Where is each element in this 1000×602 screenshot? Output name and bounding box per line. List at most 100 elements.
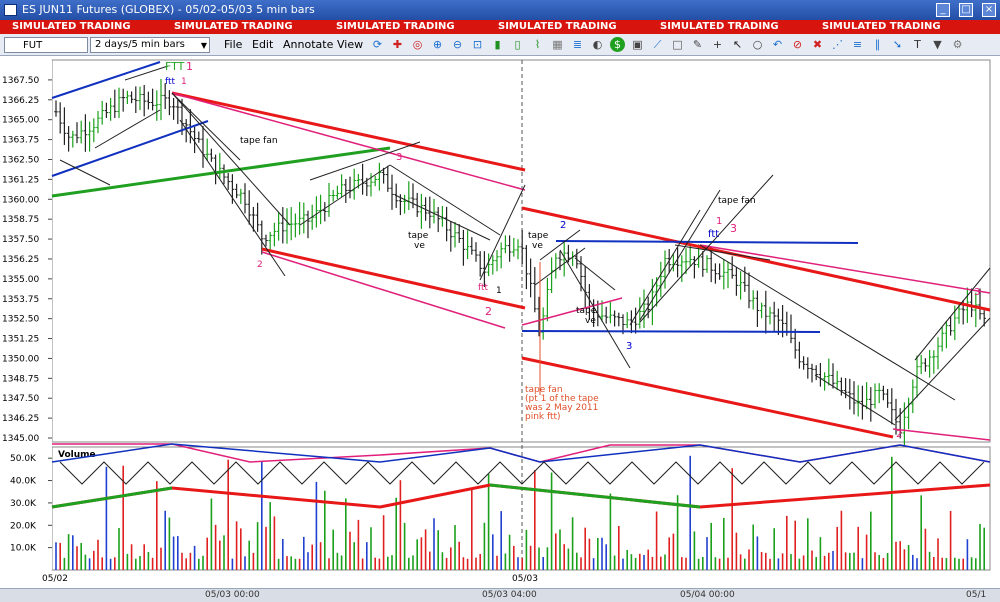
- refresh-icon[interactable]: ⟳: [372, 38, 383, 51]
- time-label: 05/04 00:00: [680, 590, 735, 600]
- chart-annotation: tape: [576, 306, 597, 316]
- chart-annotation: tape fan: [525, 385, 563, 395]
- fan-line: [699, 244, 956, 401]
- fan-line: [309, 141, 421, 181]
- menu-file[interactable]: File: [224, 38, 243, 51]
- settings-icon[interactable]: ⚙: [952, 38, 963, 51]
- fan-line: [94, 109, 161, 149]
- close-button[interactable]: ×: [982, 3, 996, 17]
- red-trend-line: [521, 356, 894, 439]
- gauge-icon[interactable]: ◐: [592, 38, 603, 51]
- chart-annotation: 3: [730, 222, 737, 235]
- text-icon[interactable]: T: [914, 38, 921, 51]
- volume-indicator-line: [59, 461, 985, 485]
- chart-annotation: FTT: [165, 60, 185, 73]
- menu-view[interactable]: View: [337, 38, 364, 51]
- price-tick-label: 1345.00: [2, 434, 39, 444]
- simulated-trading-label: SIMULATED TRADING: [498, 21, 617, 32]
- channel-icon[interactable]: ∥: [874, 38, 881, 51]
- chart-annotation: tape: [408, 231, 429, 241]
- blue-channel-line: [51, 61, 161, 99]
- red-trend-line: [171, 91, 526, 172]
- trend-icon[interactable]: ⟋: [653, 38, 662, 51]
- price-tick-label: 1348.75: [2, 374, 39, 384]
- indicator-icon[interactable]: ▣: [632, 38, 643, 51]
- time-axis-bar: 05/03 00:00 05/03 04:00 05/04 00:00 05/1: [0, 588, 1000, 602]
- simulated-trading-label: SIMULATED TRADING: [174, 21, 293, 32]
- plus-icon[interactable]: +: [712, 38, 723, 51]
- fan-line: [299, 164, 391, 226]
- chart-area[interactable]: 1367.50 1366.25 1365.00 1363.75 1362.50 1361.…: [0, 56, 1000, 588]
- fan-line: [479, 184, 526, 281]
- chart-annotation: ve: [414, 241, 425, 251]
- price-tick-label: 1362.50: [2, 155, 39, 165]
- fib-icon[interactable]: ≡: [852, 38, 863, 51]
- window-title: ES JUN11 Futures (GLOBEX) - 05/02-05/03 …: [22, 3, 315, 16]
- price-tick-label: 1355.00: [2, 275, 39, 285]
- cursor-icon[interactable]: ↖: [732, 38, 743, 51]
- undo-icon[interactable]: ↶: [772, 38, 783, 51]
- axis-panel: [0, 60, 52, 570]
- volume-indicator-line: [51, 486, 173, 509]
- pencil-icon[interactable]: ✎: [692, 38, 703, 51]
- minimize-button[interactable]: _: [936, 3, 950, 17]
- fan-line: [539, 229, 581, 261]
- interval-select[interactable]: 2 days/5 min bars ▼: [90, 37, 210, 53]
- simulated-trading-banner: SIMULATED TRADING SIMULATED TRADING SIMULA…: [0, 20, 1000, 34]
- simulated-trading-label: SIMULATED TRADING: [660, 21, 779, 32]
- delete-icon[interactable]: ✖: [812, 38, 823, 51]
- chart-annotation: 1: [716, 216, 722, 227]
- chart-annotation: 2: [896, 429, 902, 440]
- red-trend-line: [521, 206, 991, 312]
- ellipse-icon[interactable]: ○: [752, 38, 763, 51]
- price-tick-label: 1356.25: [2, 255, 39, 265]
- volume-tick-label: 10.0K: [10, 544, 37, 554]
- arrow-icon[interactable]: ➘: [892, 38, 903, 51]
- zoom-fit-icon[interactable]: ⊡: [472, 38, 483, 51]
- zoom-out-icon[interactable]: ⊖: [452, 38, 463, 51]
- chart-annotation: tape fan: [240, 136, 278, 146]
- fan-line: [389, 164, 501, 236]
- fan-icon[interactable]: ⋰: [832, 38, 843, 51]
- fan-line: [639, 189, 721, 321]
- time-label: 05/1: [966, 590, 987, 600]
- volume-indicator-line: [489, 483, 701, 509]
- date-label: 05/03: [512, 574, 538, 584]
- symbol-input[interactable]: [4, 37, 88, 53]
- color-icon[interactable]: ▼: [933, 38, 942, 51]
- toolbar: ES 2 days/5 min bars ▼ File Edit Annotat…: [0, 34, 1000, 56]
- crosshair-icon[interactable]: ✚: [392, 38, 403, 51]
- simulated-trading-label: SIMULATED TRADING: [12, 21, 131, 32]
- grid-icon[interactable]: ▦: [552, 38, 563, 51]
- chart-annotation: ve: [532, 241, 543, 251]
- pink-trend-line: [521, 297, 623, 326]
- chart-annotation: 1: [186, 60, 193, 73]
- stop-icon[interactable]: ⊘: [792, 38, 803, 51]
- fan-line: [814, 374, 896, 426]
- title-bar[interactable]: ES JUN11 Futures (GLOBEX) - 05/02-05/03 …: [0, 0, 1000, 20]
- date-label: 05/02: [42, 574, 68, 584]
- simulated-trading-label: SIMULATED TRADING: [822, 21, 941, 32]
- price-chart[interactable]: 1367.50 1366.25 1365.00 1363.75 1362.50 1361.…: [0, 56, 1000, 588]
- candles-icon[interactable]: ▯: [514, 38, 521, 51]
- target-icon[interactable]: ◎: [412, 38, 423, 51]
- menu-annotate[interactable]: Annotate: [283, 38, 334, 51]
- menu-edit[interactable]: Edit: [252, 38, 274, 51]
- fan-line: [534, 247, 586, 286]
- zoom-in-icon[interactable]: ⊕: [432, 38, 443, 51]
- price-tick-label: 1365.00: [2, 116, 39, 126]
- pink-trend-line: [892, 428, 991, 441]
- bars-icon[interactable]: ▮: [494, 38, 501, 51]
- volume-label: Volume: [58, 450, 96, 460]
- dollar-icon[interactable]: $: [610, 37, 625, 52]
- fan-line: [894, 317, 991, 421]
- simulated-trading-label: SIMULATED TRADING: [336, 21, 455, 32]
- fan-line: [171, 92, 241, 161]
- blue-channel-line: [51, 120, 209, 177]
- line-chart-icon[interactable]: ⌇: [534, 38, 541, 51]
- maximize-button[interactable]: □: [959, 3, 973, 17]
- bar-style-icon[interactable]: ≣: [572, 38, 583, 51]
- fan-line: [394, 194, 491, 241]
- box-icon[interactable]: □: [672, 38, 683, 51]
